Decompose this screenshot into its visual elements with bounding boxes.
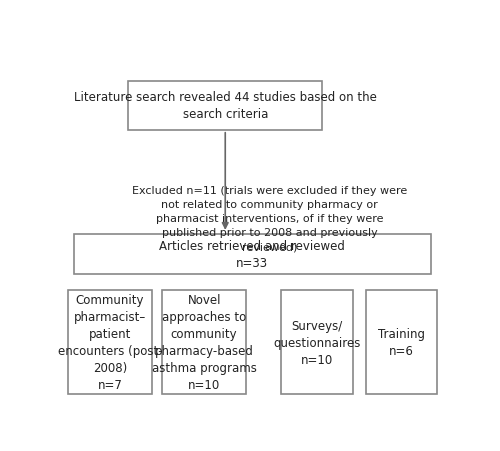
Text: Literature search revealed 44 studies based on the
search criteria: Literature search revealed 44 studies ba… [74, 91, 376, 121]
Text: Excluded n=11 (trials were excluded if they were
not related to community pharma: Excluded n=11 (trials were excluded if t… [132, 186, 407, 252]
Text: Community
pharmacist–
patient
encounters (post-
2008)
n=7: Community pharmacist– patient encounters… [58, 294, 162, 391]
Bar [74, 235, 430, 275]
Text: Surveys/
questionnaires
n=10: Surveys/ questionnaires n=10 [274, 319, 361, 366]
Bar [128, 82, 322, 130]
Text: Training
n=6: Training n=6 [378, 327, 425, 357]
Bar [68, 290, 152, 395]
Bar [282, 290, 353, 395]
Bar [366, 290, 437, 395]
Text: Novel
approaches to
community
pharmacy-based
asthma programs
n=10: Novel approaches to community pharmacy-b… [152, 294, 256, 391]
Bar [162, 290, 246, 395]
Text: Articles retrieved and reviewed
n=33: Articles retrieved and reviewed n=33 [160, 239, 346, 270]
